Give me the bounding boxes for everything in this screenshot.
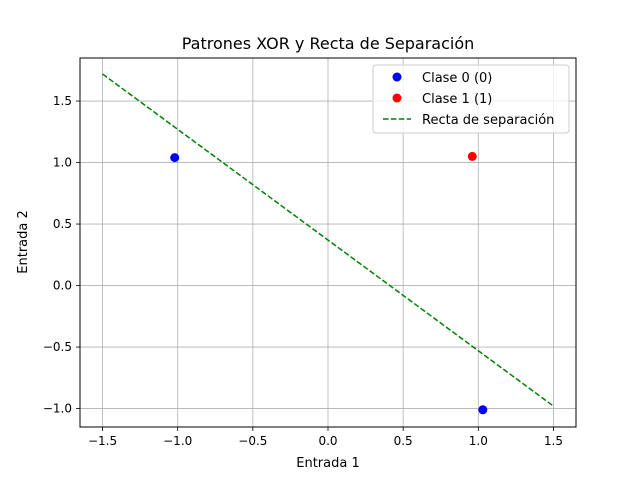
legend-label: Recta de separación [422,113,554,128]
x-tick-label: 1.5 [544,434,563,448]
legend-marker [392,72,402,82]
y-tick-label: 0.5 [53,217,72,231]
x-axis-label: Entrada 1 [296,456,359,471]
y-tick-label: −0.5 [43,340,72,354]
x-tick-label: −0.5 [238,434,267,448]
x-tick-label: 0.5 [394,434,413,448]
plot-area [102,73,554,415]
legend-label: Clase 1 (1) [422,92,492,107]
grid [80,58,576,427]
y-tick-label: 1.0 [53,156,72,170]
data-point [170,153,180,163]
y-tick-label: −1.0 [43,402,72,416]
legend-marker [392,93,402,103]
legend-box [372,64,570,134]
y-tick-label: 0.0 [53,279,72,293]
legend-label: Clase 0 (0) [422,71,492,86]
x-tick-label: −1.0 [163,434,192,448]
axis-ticks: −1.5 −1.0 −0.5 0.0 0.5 1.0 1.5 −1.0 −0.5 0.0 0.5 1.… [43,94,563,448]
chart-title: Patrones XOR y Recta de Separación [182,34,475,53]
data-point [467,151,477,161]
separation-line [102,73,554,407]
data-point [478,405,488,415]
legend: Clase 0 (0) Clase 1 (1) Recta de separació… [372,64,570,134]
x-tick-label: 1.0 [469,434,488,448]
y-tick-label: 1.5 [53,94,72,108]
x-tick-label: 0.0 [318,434,337,448]
y-axis-label: Entrada 2 [16,210,31,273]
x-tick-label: −1.5 [88,434,117,448]
